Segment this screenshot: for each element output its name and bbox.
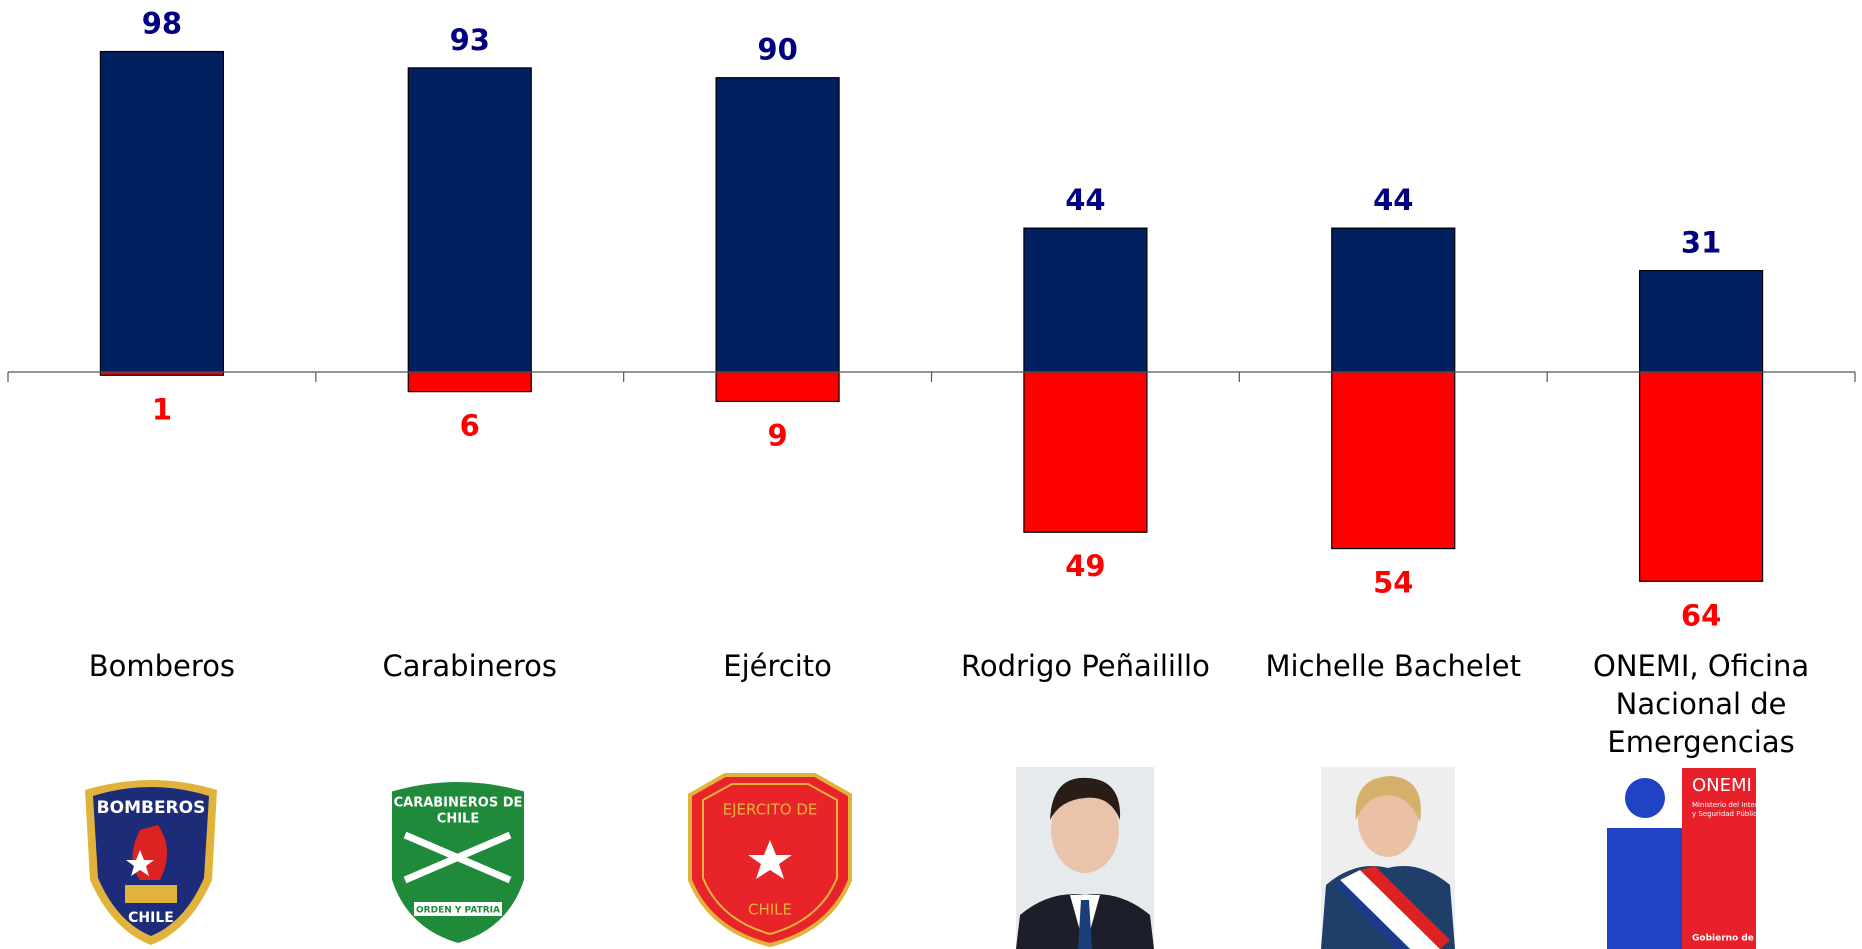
bar (715, 371, 840, 403)
value-label: 54 (1373, 566, 1413, 600)
category-label: ONEMI, Oficina Nacional de Emergencias (1593, 649, 1810, 759)
bar (1331, 371, 1456, 550)
value-label: 6 (460, 409, 480, 443)
bar (1331, 227, 1456, 373)
logo-onemi: ONEMI Ministerio del Interior y Segurida… (1607, 768, 1782, 949)
bar (407, 371, 532, 393)
bar (715, 77, 840, 373)
bar (1023, 371, 1148, 533)
value-label: 44 (1373, 183, 1413, 217)
value-label: 9 (767, 418, 787, 452)
logo-text: CHILE (437, 812, 479, 827)
logo-text: Ministerio del Interior (1692, 801, 1767, 809)
logo-text: Gobierno de Chile (1692, 934, 1782, 944)
bar (1638, 270, 1764, 373)
category-label: Ejército (723, 649, 832, 683)
category-label: Bomberos (88, 649, 236, 683)
value-label: 64 (1681, 598, 1721, 632)
value-label: 1 (152, 392, 172, 426)
category-label: Carabineros (382, 649, 558, 683)
value-label: 98 (142, 7, 182, 41)
logo-text: CHILE (748, 901, 792, 919)
logo-text: CARABINEROS DE (394, 796, 523, 811)
logo-text: ONEMI (1692, 775, 1752, 796)
logo-text: ORDEN Y PATRIA (416, 906, 500, 916)
logo-bomberos: BOMBEROS CHILE (85, 780, 217, 945)
bar (99, 50, 225, 373)
logo-text: BOMBEROS (97, 798, 206, 818)
bar (407, 67, 532, 373)
value-label: 31 (1681, 226, 1721, 260)
category-label: Rodrigo Peñailillo (960, 649, 1210, 683)
logo-carabineros: CARABINEROS DE CHILE ORDEN Y PATRIA (388, 778, 528, 948)
value-label: 44 (1065, 183, 1105, 217)
logo-text: y Seguridad Pública (1692, 810, 1761, 818)
value-label: 49 (1065, 549, 1105, 583)
photo-penailillo (1016, 767, 1154, 949)
logo-text: EJERCITO DE (723, 801, 818, 819)
value-label: 93 (450, 23, 490, 57)
logo-ejercito: EJERCITO DE CHILE (688, 773, 852, 948)
photo-bachelet (1321, 767, 1455, 949)
bar (1638, 371, 1764, 582)
logo-text: CHILE (128, 910, 174, 926)
value-label: 90 (757, 33, 797, 67)
bar (1023, 227, 1148, 373)
category-label: Michelle Bachelet (1265, 649, 1522, 683)
